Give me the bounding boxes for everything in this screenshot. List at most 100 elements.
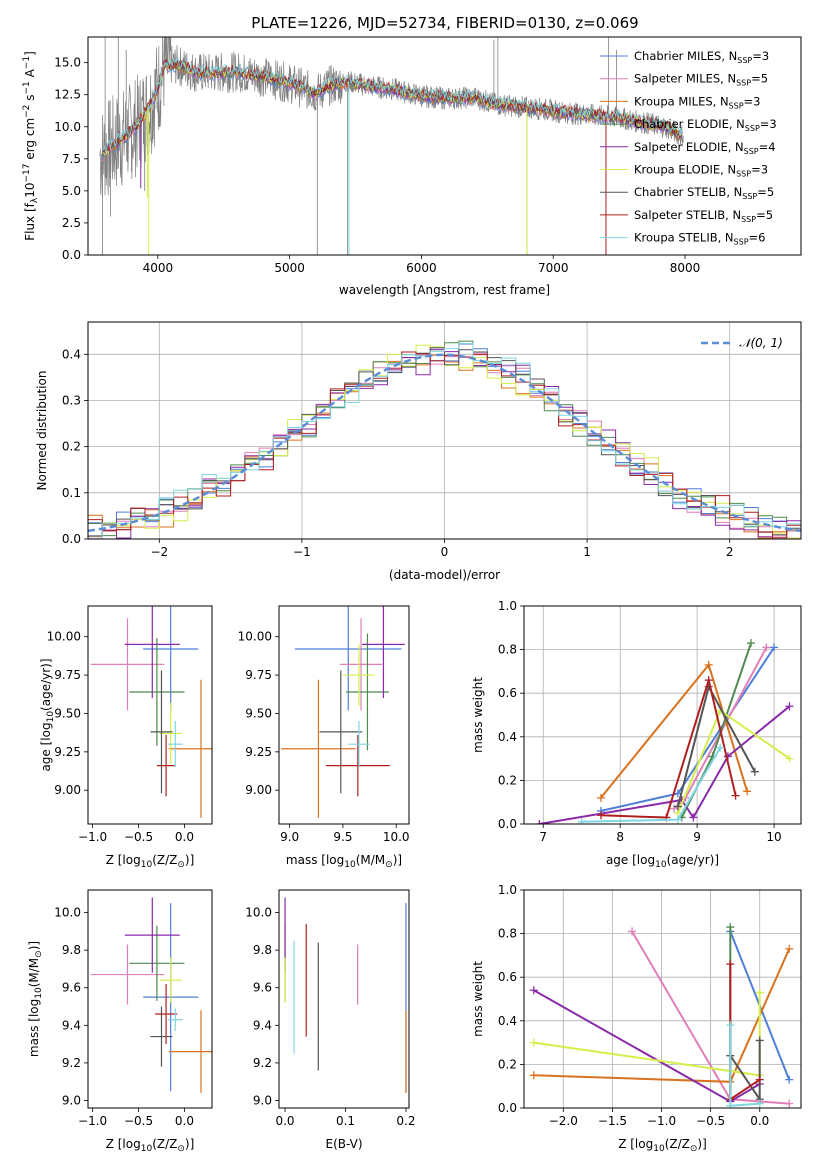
legend-label: Chabrier MILES, NSSP=3 (634, 49, 769, 65)
weight-point-marker (785, 1099, 794, 1108)
weight-line (600, 662, 749, 799)
weight-series (726, 1021, 764, 1108)
y-axis-label: Flux [fλ10−17 erg cm−2 s−1 A−1] (22, 51, 40, 241)
weight-point-marker (731, 791, 740, 800)
y-tick-label: 9.25 (54, 745, 81, 759)
errorbar-point (362, 606, 405, 699)
x-tick-label: 5000 (274, 261, 305, 275)
y-axis-label: Normed distribution (35, 371, 49, 491)
errorbar-point (150, 670, 173, 794)
x-axis-label: (data-model)/error (389, 568, 500, 582)
axes-mass-vs-z: −1.0 −0.5 0.0 9.0 9.2 9.4 9.6 9.8 10.0 Z [log10(Z… (27, 889, 213, 1154)
axes-frame (87, 605, 213, 825)
x-tick-label: 2 (726, 545, 734, 559)
weight-point-marker (535, 820, 544, 824)
y-tick-label: 9.25 (245, 745, 272, 759)
weight-series (673, 706, 794, 818)
x-axis-label: Z [log10(Z/Z⊙)] (106, 853, 195, 870)
errorbar-point (348, 721, 370, 768)
x-axis-label: E(B-V) (325, 1137, 362, 1151)
weight-point-marker (750, 767, 759, 776)
legend-label: Salpeter MILES, NSSP=5 (634, 72, 768, 88)
errorbar-point (339, 618, 383, 711)
x-tick-label: 10 (766, 830, 781, 844)
y-tick-label: 0.2 (62, 440, 81, 454)
x-tick-label: −1.5 (598, 1114, 627, 1128)
weight-point-marker (529, 986, 538, 995)
y-tick-label: 10.00 (47, 630, 81, 644)
errorbar-point (159, 702, 182, 765)
weight-point-marker (755, 1099, 764, 1108)
legend-label: Chabrier ELODIE, NSSP=3 (634, 117, 777, 133)
plot-area (529, 923, 794, 1108)
weight-point-marker (785, 754, 794, 763)
y-axis-label: mass [log10(M/M⊙)] (27, 941, 44, 1057)
weight-point-marker (673, 802, 682, 811)
x-tick-label: −1.0 (78, 830, 107, 844)
axes-frame (523, 889, 802, 1109)
weight-series (596, 643, 779, 815)
x-axis-label: mass [log10(M/M⊙)] (286, 853, 402, 870)
y-tick-label: 0.8 (498, 927, 517, 941)
weight-point-marker (770, 643, 779, 652)
x-axis-label: wavelength [Angstrom, rest frame] (339, 283, 550, 297)
weight-point-marker (726, 960, 735, 969)
errorbar-point (90, 618, 165, 711)
errorbar-point (342, 644, 375, 706)
x-tick-label: 4000 (143, 261, 174, 275)
y-tick-label: 9.8 (253, 943, 272, 957)
x-axis-label: age [log10(age/yr)] (606, 853, 719, 870)
weight-point-marker (746, 639, 755, 648)
errorbar-point (319, 670, 363, 794)
y-tick-label: 5.0 (62, 184, 81, 198)
x-tick-label: 0.0 (750, 1114, 769, 1128)
y-tick-label: 9.4 (253, 1018, 272, 1032)
y-tick-label: 9.0 (62, 1093, 81, 1107)
model-fit-line (102, 59, 682, 154)
y-tick-label: 9.6 (253, 981, 272, 995)
weight-series (535, 702, 794, 824)
x-tick-label: 7000 (538, 261, 569, 275)
y-tick-label: 0.8 (498, 643, 517, 657)
axes-frame (87, 889, 213, 1109)
legend-label: Salpeter ELODIE, NSSP=4 (634, 140, 776, 156)
model-fit-line (102, 56, 683, 154)
weight-point-marker (762, 643, 771, 652)
axes-frame (87, 36, 802, 256)
axes-spectrum: 4000 5000 6000 7000 8000 0.0 2.5 5.0 7.5 10.0 12.5… (22, 36, 802, 297)
axes-frame (87, 321, 802, 540)
axes-age-vs-z: −1.0 −0.5 0.0 9.00 9.25 9.50 9.75 10.00 Z [log10… (39, 605, 213, 870)
y-tick-label: 9.50 (245, 706, 272, 720)
x-axis-label: Z [log10(Z/Z⊙)] (106, 1137, 195, 1154)
weight-point-marker (704, 676, 713, 685)
y-tick-label: 9.75 (54, 668, 81, 682)
y-axis-label: mass weight (471, 677, 485, 753)
y-tick-label: 0.4 (62, 347, 81, 361)
weight-series (529, 986, 764, 1106)
weight-point-marker (689, 813, 698, 822)
plot-area (90, 897, 212, 1093)
weight-point-marker (596, 793, 605, 802)
axes-frame (278, 889, 410, 1109)
y-tick-label: 9.2 (253, 1056, 272, 1070)
y-tick-label: 10.0 (54, 906, 81, 920)
y-tick-label: 0.2 (498, 773, 517, 787)
legend-label: Chabrier STELIB, NSSP=5 (634, 185, 774, 201)
errorbar-point (168, 679, 212, 818)
y-tick-label: 0.3 (62, 393, 81, 407)
x-tick-label: 0.0 (175, 1114, 194, 1128)
y-tick-label: 9.8 (62, 943, 81, 957)
x-tick-label: −1 (293, 545, 311, 559)
x-tick-label: −1.0 (78, 1114, 107, 1128)
y-tick-label: 0.0 (62, 532, 81, 546)
weight-series (577, 743, 725, 824)
y-tick-label: 1.0 (498, 883, 517, 897)
y-tick-label: 0.6 (498, 686, 517, 700)
y-tick-label: 0.0 (498, 1101, 517, 1115)
plot-area (90, 606, 212, 818)
errorbar-point (167, 1008, 183, 1031)
y-tick-label: 10.0 (54, 120, 81, 134)
x-tick-label: −1.0 (647, 1114, 676, 1128)
y-tick-label: 0.4 (498, 1014, 517, 1028)
y-tick-label: 10.00 (238, 630, 272, 644)
